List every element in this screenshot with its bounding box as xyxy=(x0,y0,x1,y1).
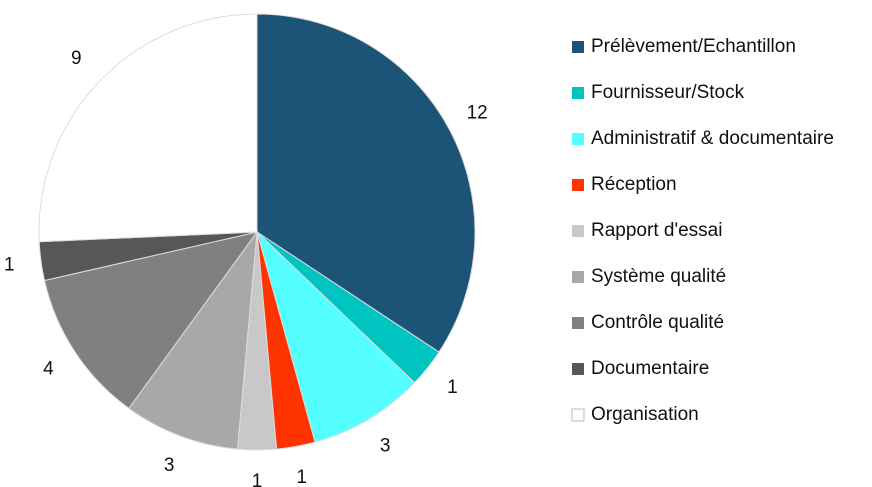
data-label: 12 xyxy=(467,103,488,124)
legend-label: Prélèvement/Echantillon xyxy=(591,36,796,57)
legend-label: Documentaire xyxy=(591,358,709,379)
pie-slice xyxy=(38,13,258,243)
legend-swatch xyxy=(571,408,585,422)
legend-swatch xyxy=(572,317,584,329)
legend-label: Organisation xyxy=(591,404,699,425)
data-label: 9 xyxy=(71,48,82,69)
legend-swatch xyxy=(572,133,584,145)
data-label: 3 xyxy=(380,436,391,457)
data-label: 4 xyxy=(43,359,54,380)
legend-label: Système qualité xyxy=(591,266,726,287)
legend-swatch xyxy=(572,87,584,99)
legend-label: Administratif & documentaire xyxy=(591,128,834,149)
legend-swatch xyxy=(572,225,584,237)
data-label: 3 xyxy=(164,455,175,476)
data-label: 1 xyxy=(252,471,263,487)
data-label: 1 xyxy=(4,255,15,276)
legend-label: Fournisseur/Stock xyxy=(591,82,745,103)
pie-slice xyxy=(128,230,258,450)
legend-label: Contrôle qualité xyxy=(591,312,724,333)
data-label: 1 xyxy=(447,377,458,398)
legend-label: Rapport d'essai xyxy=(591,220,722,241)
pie-slice xyxy=(43,231,259,410)
legend-swatch xyxy=(572,179,584,191)
legend-swatch xyxy=(572,41,584,53)
pie-slice xyxy=(256,230,416,443)
legend-label: Réception xyxy=(591,174,677,195)
data-label: 1 xyxy=(296,467,307,487)
legend-swatch xyxy=(572,363,584,375)
legend-swatch xyxy=(572,271,584,283)
